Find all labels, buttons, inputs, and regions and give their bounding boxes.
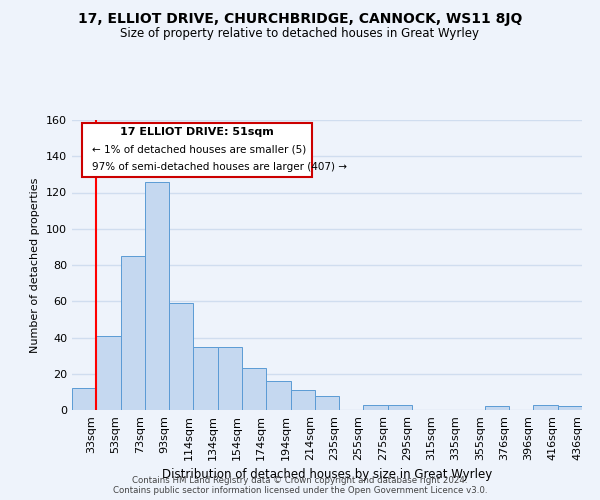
FancyBboxPatch shape <box>82 123 312 176</box>
Text: Contains HM Land Registry data © Crown copyright and database right 2024.: Contains HM Land Registry data © Crown c… <box>132 476 468 485</box>
Text: ← 1% of detached houses are smaller (5): ← 1% of detached houses are smaller (5) <box>92 144 307 154</box>
Bar <box>145 182 169 410</box>
Bar <box>364 404 388 410</box>
Bar <box>169 303 193 410</box>
Bar <box>218 346 242 410</box>
Text: Size of property relative to detached houses in Great Wyrley: Size of property relative to detached ho… <box>121 28 479 40</box>
Bar <box>193 346 218 410</box>
Text: 97% of semi-detached houses are larger (407) →: 97% of semi-detached houses are larger (… <box>92 162 347 172</box>
Y-axis label: Number of detached properties: Number of detached properties <box>31 178 40 352</box>
Bar <box>388 404 412 410</box>
X-axis label: Distribution of detached houses by size in Great Wyrley: Distribution of detached houses by size … <box>162 468 492 481</box>
Text: 17, ELLIOT DRIVE, CHURCHBRIDGE, CANNOCK, WS11 8JQ: 17, ELLIOT DRIVE, CHURCHBRIDGE, CANNOCK,… <box>78 12 522 26</box>
Text: 17 ELLIOT DRIVE: 51sqm: 17 ELLIOT DRIVE: 51sqm <box>120 127 274 137</box>
Text: Contains public sector information licensed under the Open Government Licence v3: Contains public sector information licen… <box>113 486 487 495</box>
Bar <box>96 336 121 410</box>
Bar <box>315 396 339 410</box>
Bar <box>558 406 582 410</box>
Bar <box>72 388 96 410</box>
Bar <box>242 368 266 410</box>
Bar <box>485 406 509 410</box>
Bar <box>533 404 558 410</box>
Bar <box>266 381 290 410</box>
Bar <box>121 256 145 410</box>
Bar <box>290 390 315 410</box>
